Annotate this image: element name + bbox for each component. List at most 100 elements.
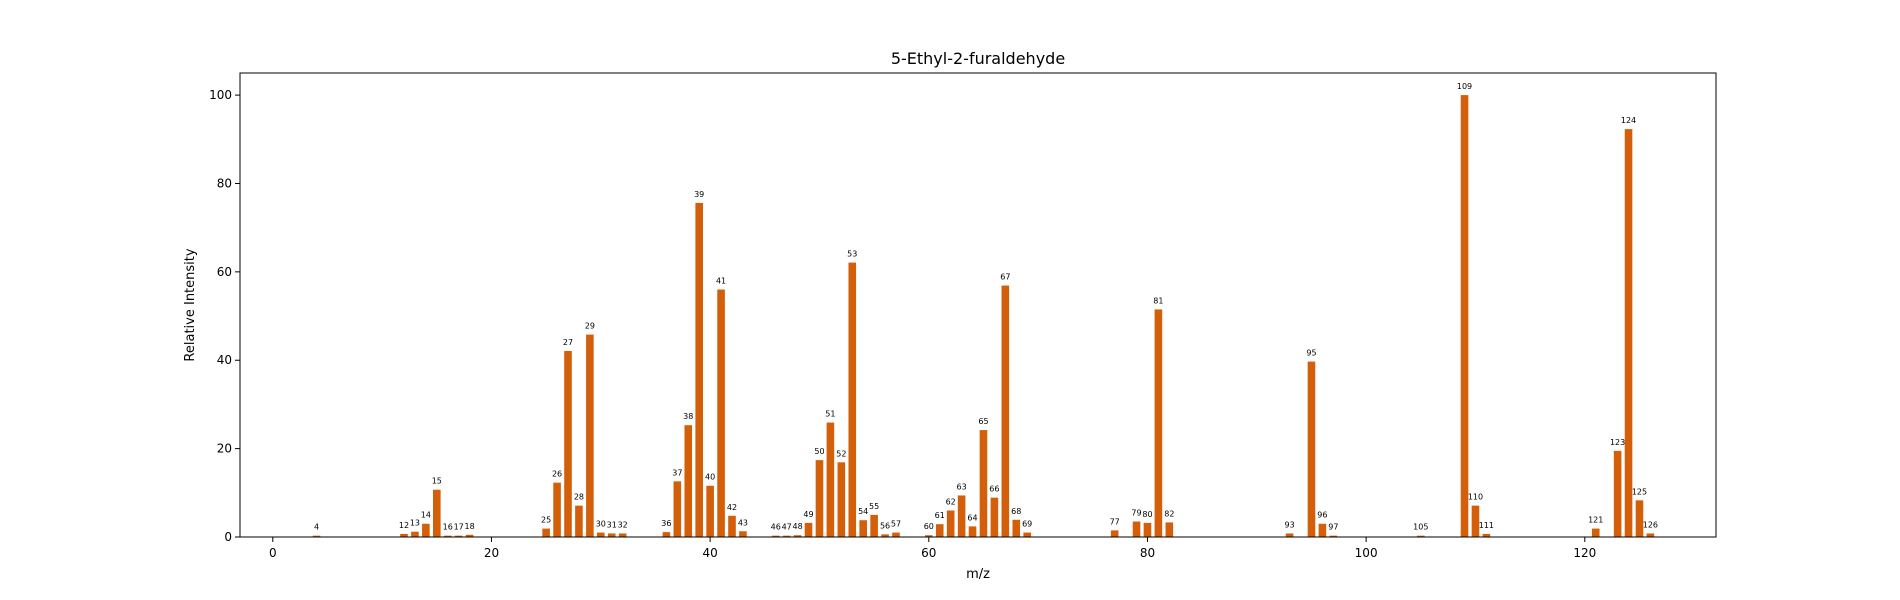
bar-mz-25	[542, 528, 550, 537]
peak-label-38: 38	[683, 412, 693, 421]
bar-mz-31	[607, 533, 616, 537]
peak-label-30: 30	[596, 520, 606, 529]
peak-label-69: 69	[1022, 520, 1032, 529]
peak-label-39: 39	[694, 190, 704, 199]
bar-mz-38	[684, 425, 693, 537]
x-tick-label: 40	[702, 546, 717, 560]
peak-label-41: 41	[716, 277, 726, 286]
bar-mz-30	[597, 532, 605, 537]
peak-label-16: 16	[443, 523, 453, 532]
peak-label-121: 121	[1588, 516, 1603, 525]
x-axis-label: m/z	[966, 567, 990, 582]
y-tick-label: 0	[224, 530, 232, 544]
peak-label-50: 50	[814, 447, 824, 456]
peak-label-97: 97	[1328, 523, 1338, 532]
bar-mz-69	[1023, 532, 1031, 537]
peak-label-27: 27	[563, 338, 573, 347]
peak-label-123: 123	[1610, 438, 1625, 447]
bar-mz-111	[1482, 533, 1491, 537]
peak-label-96: 96	[1317, 511, 1327, 520]
peak-label-56: 56	[880, 521, 890, 530]
bar-mz-126	[1646, 533, 1655, 537]
bar-mz-29	[586, 334, 594, 537]
bar-mz-110	[1471, 505, 1480, 537]
bar-mz-18	[465, 534, 474, 537]
bar-mz-15	[433, 489, 441, 537]
bar-mz-16	[443, 535, 452, 537]
peak-label-111: 111	[1479, 521, 1494, 530]
peak-label-43: 43	[738, 518, 748, 527]
bars-group	[312, 95, 1655, 538]
bar-mz-36	[662, 532, 671, 537]
peak-label-52: 52	[836, 449, 846, 458]
peak-label-126: 126	[1643, 520, 1658, 529]
peak-label-17: 17	[454, 523, 464, 532]
peak-label-80: 80	[1142, 510, 1152, 519]
bar-mz-51	[826, 422, 835, 537]
peak-label-28: 28	[574, 493, 584, 502]
peak-label-61: 61	[935, 511, 945, 520]
bar-mz-54	[859, 520, 867, 537]
peak-label-29: 29	[585, 322, 595, 331]
bar-mz-61	[935, 524, 944, 537]
peak-label-60: 60	[924, 522, 934, 531]
y-tick-label: 60	[217, 265, 232, 279]
peak-label-12: 12	[399, 521, 409, 530]
bar-mz-81	[1154, 309, 1163, 537]
peak-label-37: 37	[672, 468, 682, 477]
x-tick-label: 60	[921, 546, 936, 560]
bar-mz-12	[400, 533, 408, 537]
bar-mz-125	[1635, 500, 1644, 537]
y-tick-label: 20	[217, 442, 232, 456]
y-tick-label: 100	[209, 88, 232, 102]
y-axis-label: Relative Intensity	[183, 248, 198, 361]
peak-label-110: 110	[1468, 493, 1483, 502]
bar-mz-32	[618, 533, 627, 537]
bar-mz-62	[946, 510, 955, 537]
bar-mz-57	[892, 532, 900, 537]
bar-mz-93	[1285, 533, 1294, 537]
bar-mz-56	[881, 534, 889, 537]
chart-title: 5-Ethyl-2-furaldehyde	[891, 49, 1065, 68]
bar-mz-40	[706, 485, 714, 537]
bar-mz-49	[804, 522, 813, 537]
bar-mz-55	[870, 514, 878, 537]
bar-mz-48	[793, 535, 802, 537]
bar-mz-79	[1132, 521, 1141, 537]
bar-mz-82	[1165, 522, 1174, 537]
y-tick-label: 80	[217, 176, 232, 190]
peak-label-64: 64	[967, 513, 977, 522]
peak-label-46: 46	[771, 523, 781, 532]
peak-label-124: 124	[1621, 116, 1636, 125]
peak-label-109: 109	[1457, 82, 1472, 91]
peak-label-18: 18	[465, 522, 475, 531]
x-axis: 0 20 40 60 80 100 120	[269, 537, 1596, 560]
x-tick-label: 0	[269, 546, 277, 560]
peak-label-62: 62	[946, 497, 956, 506]
peak-label-51: 51	[825, 410, 835, 419]
bar-mz-41	[717, 289, 725, 537]
peak-label-66: 66	[989, 485, 999, 494]
bar-mz-63	[957, 495, 966, 537]
x-tick-label: 80	[1140, 546, 1155, 560]
bar-mz-17	[454, 535, 463, 537]
bar-mz-96	[1318, 523, 1327, 537]
bar-mz-27	[564, 350, 572, 537]
bar-mz-109	[1460, 95, 1469, 537]
bar-mz-124	[1624, 129, 1633, 537]
peak-label-79: 79	[1131, 509, 1141, 518]
bar-mz-67	[1001, 285, 1010, 537]
bar-mz-121	[1591, 528, 1600, 537]
bar-mz-105	[1417, 535, 1425, 537]
bar-mz-47	[782, 535, 791, 537]
peak-label-25: 25	[541, 516, 551, 525]
peak-label-65: 65	[978, 417, 988, 426]
peak-label-68: 68	[1011, 507, 1021, 516]
peak-label-125: 125	[1632, 487, 1647, 496]
bar-mz-68	[1012, 519, 1021, 537]
x-tick-label: 100	[1355, 546, 1378, 560]
y-tick-label: 40	[217, 353, 232, 367]
bar-mz-77	[1110, 530, 1119, 537]
bar-mz-97	[1329, 535, 1338, 537]
peak-label-48: 48	[793, 522, 803, 531]
